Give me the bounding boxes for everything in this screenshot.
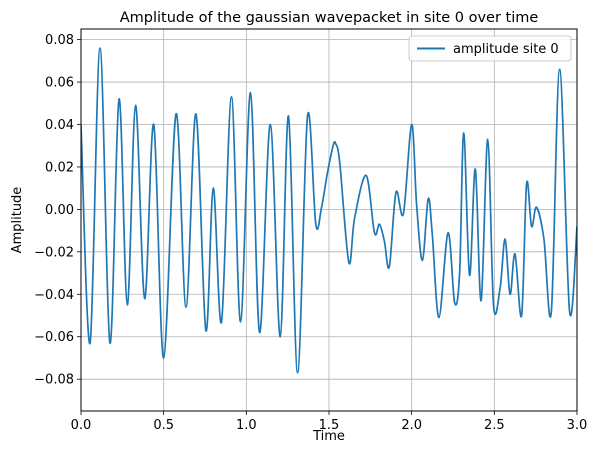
x-axis: 0.0 0.5 1.0 1.5 2.0 2.5 3.0 xyxy=(71,411,588,433)
x-tick-label: 3.0 xyxy=(567,418,588,433)
y-tick-label: −0.02 xyxy=(34,245,74,260)
y-tick-label: 0.08 xyxy=(45,33,74,48)
legend-label: amplitude site 0 xyxy=(453,42,559,57)
x-axis-label: Time xyxy=(312,429,345,444)
y-tick-label: −0.04 xyxy=(34,288,74,303)
x-tick-label: 1.0 xyxy=(236,418,257,433)
x-tick-label: 0.5 xyxy=(153,418,174,433)
y-tick-label: −0.06 xyxy=(34,330,74,345)
y-tick-label: 0.00 xyxy=(45,203,74,218)
x-tick-label: 2.0 xyxy=(401,418,422,433)
x-tick-label: 1.5 xyxy=(319,418,340,433)
legend-box xyxy=(408,35,572,62)
y-tick-label: 0.06 xyxy=(45,76,74,91)
series-line xyxy=(81,47,577,374)
y-axis: −0.08 −0.06 −0.04 −0.02 0.00 0.02 0.04 0.06 0.08 xyxy=(34,33,81,388)
chart-title: Amplitude of the gaussian wavepacket in … xyxy=(120,10,539,26)
legend: amplitude site 0 xyxy=(408,35,572,62)
y-tick-label: 0.02 xyxy=(45,160,74,175)
y-tick-label: −0.08 xyxy=(34,373,74,388)
y-axis-label: Amplitude xyxy=(10,187,25,254)
grid xyxy=(80,29,578,411)
x-tick-label: 0.0 xyxy=(71,418,92,433)
y-tick-label: 0.04 xyxy=(45,118,74,133)
x-tick-label: 2.5 xyxy=(484,418,505,433)
series-layer xyxy=(81,47,577,374)
